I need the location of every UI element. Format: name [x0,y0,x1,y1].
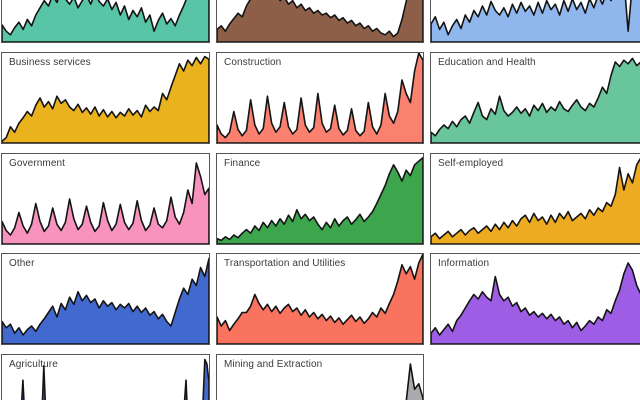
area-chart-r0c2-unlabeled [431,0,640,42]
area-chart-business-services [2,55,209,143]
panel-label-finance: Finance [224,158,261,169]
area-chart-government [2,162,209,244]
panel-label-mining-and-extraction: Mining and Extraction [224,359,323,370]
area-chart-construction [217,53,423,143]
panel-mining-and-extraction: Mining and Extraction [216,354,424,400]
panel-government: Government [1,153,210,245]
panel-label-construction: Construction [224,57,282,68]
area-chart-transportation-and-utilities [217,254,423,344]
area-series-education-and-health [431,57,640,143]
panel-label-other: Other [9,258,35,269]
panel-label-education-and-health: Education and Health [438,57,536,68]
area-series-finance [217,156,423,244]
area-chart-education-and-health [431,57,640,143]
area-chart-r0c1-unlabeled [217,0,423,42]
panel-label-business-services: Business services [9,57,91,68]
area-series-r0c1-unlabeled [217,0,423,42]
panel-label-agriculture: Agriculture [9,359,58,370]
panel-finance: Finance [216,153,424,245]
panel-label-transportation-and-utilities: Transportation and Utilities [224,258,346,269]
panel-business-services: Business services [1,52,210,144]
panel-r0c2-unlabeled [430,0,640,43]
area-chart-other [2,257,209,344]
area-series-information [431,262,640,344]
area-chart-finance [217,156,423,244]
area-series-construction [217,53,423,143]
area-chart-self-employed [431,157,640,244]
area-series-government [2,162,209,244]
area-series-r0c0-unlabeled [2,0,209,42]
panel-label-self-employed: Self-employed [438,158,504,169]
panel-construction: Construction [216,52,424,144]
area-chart-mining-and-extraction [405,363,423,400]
panel-agriculture: Agriculture [1,354,210,400]
panel-transportation-and-utilities: Transportation and Utilities [216,253,424,345]
area-series-r0c2-unlabeled [431,0,640,42]
area-series-other [2,257,209,344]
area-series-self-employed [431,157,640,244]
panel-self-employed: Self-employed [430,153,640,245]
area-chart-information [431,262,640,344]
panel-label-information: Information [438,258,490,269]
panel-r0c1-unlabeled [216,0,424,43]
panel-r0c0-unlabeled [1,0,210,43]
area-chart-r0c0-unlabeled [2,0,209,42]
area-series-transportation-and-utilities [217,254,423,344]
panel-information: Information [430,253,640,345]
panel-education-and-health: Education and Health [430,52,640,144]
area-series-mining-and-extraction [405,363,423,400]
area-series-business-services [2,55,209,143]
panel-label-government: Government [9,158,66,169]
panel-other: Other [1,253,210,345]
